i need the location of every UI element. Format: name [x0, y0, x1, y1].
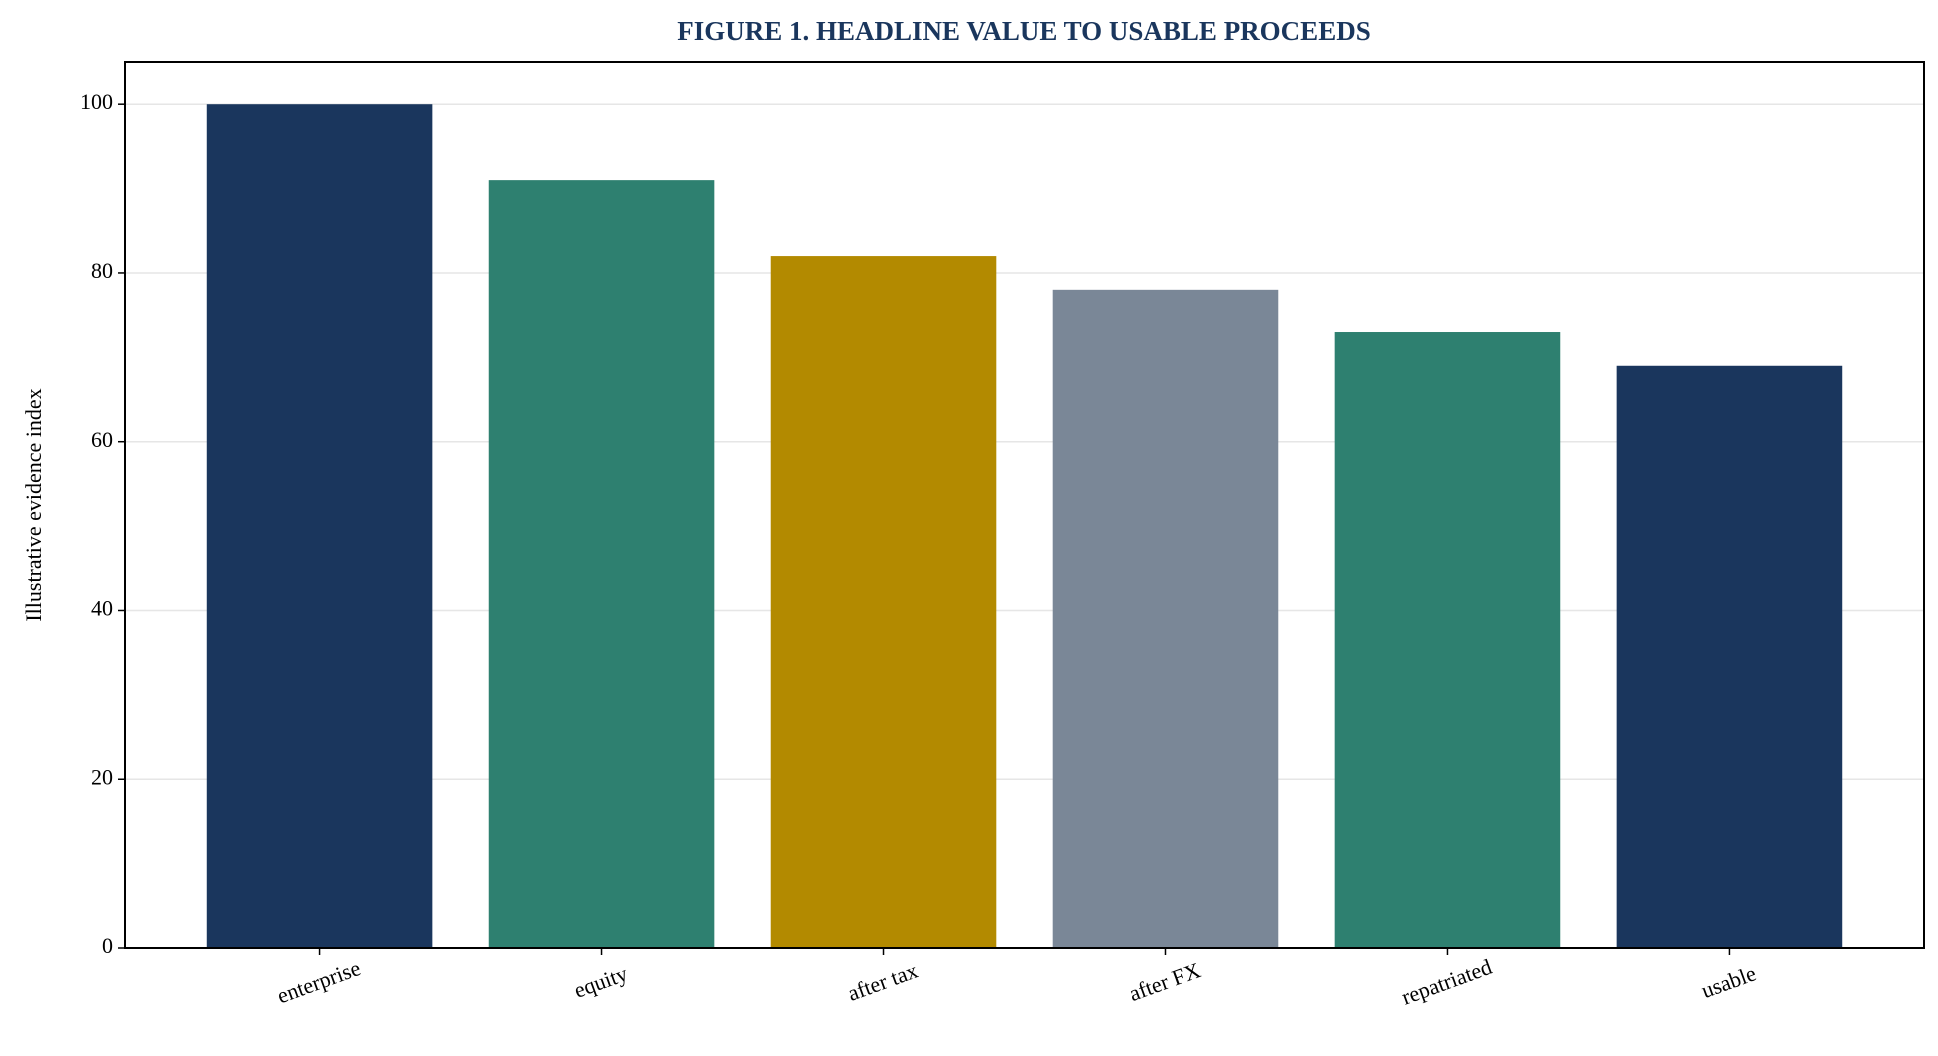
bar	[1616, 365, 1843, 948]
x-tick-label: repatriated	[1398, 954, 1495, 1010]
x-tick-label: equity	[571, 961, 631, 1003]
bar	[206, 104, 433, 948]
x-tick-label: usable	[1698, 960, 1759, 1003]
y-tick-label: 60	[91, 427, 113, 452]
x-tick-label: enterprise	[274, 955, 364, 1008]
x-tick-label: after tax	[844, 958, 921, 1006]
bar	[488, 180, 715, 949]
y-tick-label: 100	[80, 89, 113, 114]
bar	[770, 256, 997, 949]
bar	[1334, 332, 1561, 948]
x-tick-label: after FX	[1126, 957, 1204, 1006]
plot-area: 0 20 40 60 80 100 enterprise equity after tax aft…	[80, 89, 1924, 1010]
y-axis-label: Illustrative evidence index	[21, 388, 46, 621]
y-tick-label: 40	[91, 596, 113, 621]
bar	[1052, 289, 1279, 948]
chart-title: FIGURE 1. HEADLINE VALUE TO USABLE PROCE…	[677, 16, 1370, 46]
y-tick-label: 0	[102, 933, 113, 958]
y-tick-label: 80	[91, 258, 113, 283]
y-tick-label: 20	[91, 764, 113, 789]
axes-frame	[124, 61, 1925, 949]
